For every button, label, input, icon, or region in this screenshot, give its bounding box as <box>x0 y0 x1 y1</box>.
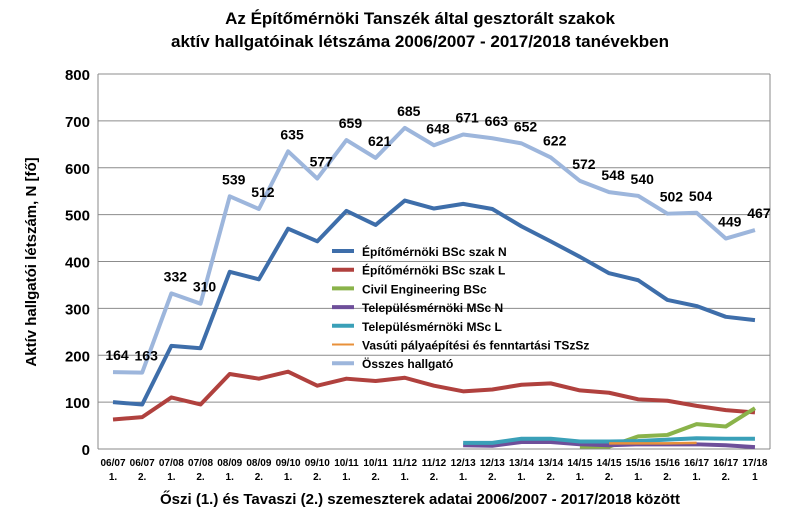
x-tick-label: 13/14 <box>509 458 534 469</box>
y-tick-label: 200 <box>65 348 90 365</box>
x-tick-label: 10/11 <box>334 458 359 469</box>
data-label: 622 <box>543 132 567 148</box>
legend-entry: Településmérnöki MSc N <box>362 301 503 315</box>
x-tick-label: 2. <box>313 472 322 483</box>
x-tick-label: 14/15 <box>567 458 592 469</box>
x-tick-label: 13/14 <box>538 458 563 469</box>
data-label: 539 <box>222 171 246 187</box>
legend-entry: Civil Engineering BSc <box>362 282 487 296</box>
y-tick-label: 700 <box>65 114 90 131</box>
x-tick-label: 08/09 <box>217 458 242 469</box>
data-label: 310 <box>193 279 217 295</box>
x-tick-label: 2. <box>430 472 439 483</box>
chart-title-line: Az Építőmérnöki Tanszék által gesztorált… <box>225 9 615 28</box>
x-tick-label: 1. <box>401 472 410 483</box>
x-tick-label: 11/12 <box>422 458 447 469</box>
x-tick-label: 08/09 <box>246 458 271 469</box>
data-label: 504 <box>689 188 713 204</box>
y-tick-label: 500 <box>65 208 90 225</box>
x-tick-label: 2. <box>371 472 380 483</box>
x-tick-label: 1 <box>752 472 758 483</box>
x-tick-label: 07/08 <box>188 458 213 469</box>
data-label: 548 <box>601 167 625 183</box>
x-tick-label: 1. <box>109 472 118 483</box>
data-label: 467 <box>747 205 771 221</box>
data-label: 635 <box>280 126 304 142</box>
x-axis-label: Őszi (1.) és Tavaszi (2.) szemeszterek a… <box>160 490 680 508</box>
data-label: 671 <box>455 109 479 125</box>
data-label: 502 <box>660 189 684 205</box>
data-label: 648 <box>426 120 450 136</box>
y-tick-label: 0 <box>82 442 90 459</box>
series-line <box>112 198 756 407</box>
y-tick-label: 100 <box>65 395 90 412</box>
x-tick-label: 12/13 <box>451 458 476 469</box>
x-tick-label: 16/17 <box>713 458 738 469</box>
x-tick-label: 2. <box>196 472 205 483</box>
data-label: 663 <box>485 113 509 129</box>
x-tick-label: 1. <box>517 472 526 483</box>
series-line <box>463 439 756 450</box>
data-label: 512 <box>251 184 275 200</box>
y-tick-label: 800 <box>65 67 90 84</box>
x-tick-label: 1. <box>342 472 351 483</box>
x-tick-label: 11/12 <box>393 458 418 469</box>
x-tick-label: 07/08 <box>159 458 184 469</box>
x-tick-label: 2. <box>547 472 556 483</box>
x-tick-label: 2. <box>138 472 147 483</box>
data-label: 163 <box>135 348 159 364</box>
x-tick-label: 1. <box>692 472 701 483</box>
series-line <box>463 436 755 445</box>
x-tick-label: 2. <box>605 472 614 483</box>
x-tick-label: 2. <box>255 472 264 483</box>
legend-entry: Építőmérnöki BSc szak L <box>362 263 505 278</box>
data-label: 164 <box>105 347 129 363</box>
x-tick-label: 16/17 <box>684 458 709 469</box>
data-label: 332 <box>164 268 188 284</box>
legend-entry: Összes hallgató <box>362 356 453 371</box>
y-axis-label: Aktív hallgatói létszám, N [fő] <box>23 157 40 366</box>
legend-entry: Építőmérnöki BSc szak N <box>362 244 507 259</box>
data-label: 621 <box>368 133 392 149</box>
x-tick-label: 1. <box>459 472 468 483</box>
x-tick-label: 06/07 <box>100 458 125 469</box>
chart-title-line: aktív hallgatóinak létszáma 2006/2007 - … <box>171 32 669 51</box>
data-label: 577 <box>310 154 334 170</box>
y-tick-label: 600 <box>65 161 90 178</box>
y-tick-label: 400 <box>65 255 90 272</box>
x-tick-label: 10/11 <box>363 458 388 469</box>
legend-entry: Vasúti pályaépítési és fenntartási TSzSz <box>362 339 589 353</box>
x-tick-label: 15/16 <box>655 458 680 469</box>
x-tick-label: 09/10 <box>305 458 330 469</box>
x-tick-label: 1. <box>284 472 293 483</box>
x-tick-label: 2. <box>488 472 497 483</box>
series-line <box>112 125 756 375</box>
x-tick-label: 2. <box>722 472 731 483</box>
y-tick-label: 300 <box>65 301 90 318</box>
x-tick-label: 1. <box>226 472 235 483</box>
x-tick-label: 14/15 <box>597 458 622 469</box>
data-label: 449 <box>718 214 742 230</box>
x-tick-label: 09/10 <box>276 458 301 469</box>
x-tick-label: 12/13 <box>480 458 505 469</box>
x-tick-label: 17/18 <box>742 458 767 469</box>
series-line <box>112 369 756 422</box>
data-label: 540 <box>631 171 655 187</box>
x-tick-label: 2. <box>663 472 672 483</box>
x-tick-label: 1. <box>634 472 643 483</box>
x-tick-label: 15/16 <box>626 458 651 469</box>
data-label: 572 <box>572 156 596 172</box>
data-label: 659 <box>339 115 363 131</box>
data-label: 685 <box>397 103 421 119</box>
x-tick-label: 1. <box>167 472 176 483</box>
data-label: 652 <box>514 118 538 134</box>
x-tick-label: 06/07 <box>130 458 155 469</box>
legend-entry: Településmérnöki MSc L <box>362 320 502 334</box>
x-tick-label: 1. <box>576 472 585 483</box>
